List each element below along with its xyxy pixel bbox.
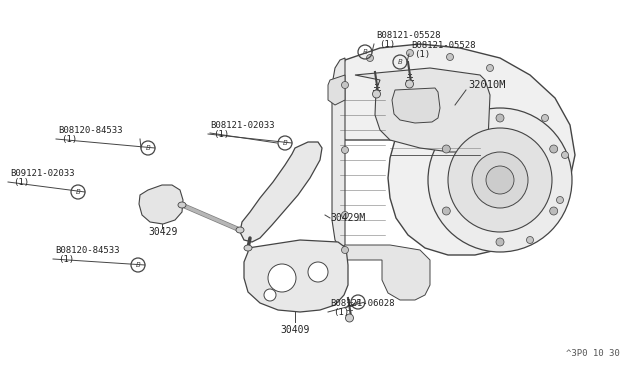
Text: B: B	[283, 140, 287, 146]
Circle shape	[550, 145, 557, 153]
Polygon shape	[139, 185, 183, 224]
Text: B: B	[76, 189, 81, 195]
Circle shape	[308, 262, 328, 282]
Circle shape	[268, 264, 296, 292]
Circle shape	[342, 81, 349, 89]
Text: B: B	[363, 49, 367, 55]
Circle shape	[342, 247, 349, 253]
Text: 30429M: 30429M	[330, 213, 365, 223]
Polygon shape	[244, 240, 348, 312]
Circle shape	[550, 207, 557, 215]
Text: 32010M: 32010M	[468, 80, 506, 90]
Circle shape	[448, 128, 552, 232]
Circle shape	[342, 147, 349, 154]
Circle shape	[367, 55, 374, 61]
Circle shape	[496, 238, 504, 246]
Circle shape	[264, 289, 276, 301]
Circle shape	[557, 196, 563, 203]
Circle shape	[346, 314, 353, 322]
Text: B09121-02033: B09121-02033	[10, 169, 74, 178]
Circle shape	[472, 152, 528, 208]
Circle shape	[486, 64, 493, 71]
Text: (1): (1)	[61, 135, 77, 144]
Ellipse shape	[178, 202, 186, 208]
Ellipse shape	[236, 227, 244, 233]
Text: (1): (1)	[414, 50, 430, 59]
Text: (1): (1)	[58, 255, 74, 264]
Text: B: B	[356, 299, 360, 305]
Text: B08120-84533: B08120-84533	[55, 246, 120, 255]
Circle shape	[442, 207, 451, 215]
Circle shape	[442, 145, 451, 153]
Text: (1): (1)	[333, 308, 349, 317]
Text: B08121-05528: B08121-05528	[411, 41, 476, 50]
Circle shape	[561, 151, 568, 158]
Polygon shape	[328, 75, 345, 105]
Text: B: B	[136, 262, 140, 268]
Text: B: B	[397, 59, 403, 65]
Circle shape	[372, 90, 381, 98]
Ellipse shape	[244, 245, 252, 251]
Circle shape	[406, 49, 413, 57]
Text: (1): (1)	[213, 130, 229, 139]
Circle shape	[406, 80, 413, 88]
Text: 30429: 30429	[148, 227, 177, 237]
Text: B08121-06028: B08121-06028	[330, 299, 394, 308]
Text: (1): (1)	[13, 178, 29, 187]
Text: B08120-84533: B08120-84533	[58, 126, 122, 135]
Text: B08121-05528: B08121-05528	[376, 31, 440, 40]
Circle shape	[428, 108, 572, 252]
Text: B08121-02033: B08121-02033	[210, 121, 275, 130]
Circle shape	[527, 237, 534, 244]
Polygon shape	[338, 44, 575, 255]
Circle shape	[486, 166, 514, 194]
Polygon shape	[240, 142, 322, 242]
Polygon shape	[340, 245, 430, 300]
Text: B: B	[146, 145, 150, 151]
Circle shape	[541, 115, 548, 122]
Text: 30409: 30409	[280, 325, 310, 335]
Text: (1): (1)	[379, 40, 395, 49]
Polygon shape	[355, 68, 490, 152]
Polygon shape	[392, 88, 440, 123]
Circle shape	[342, 212, 349, 218]
Text: ^3P0 10 30: ^3P0 10 30	[566, 349, 620, 358]
Polygon shape	[332, 58, 345, 250]
Circle shape	[447, 54, 454, 61]
Circle shape	[496, 114, 504, 122]
